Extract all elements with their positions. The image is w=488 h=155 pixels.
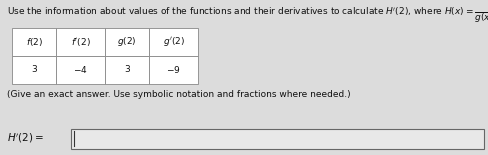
Text: $g^{\prime}(2)$: $g^{\prime}(2)$ xyxy=(162,35,184,48)
Bar xyxy=(71,129,483,149)
Bar xyxy=(149,28,198,56)
Text: (Give an exact answer. Use symbolic notation and fractions where needed.): (Give an exact answer. Use symbolic nota… xyxy=(7,90,350,99)
Bar xyxy=(12,28,56,56)
Text: $-9$: $-9$ xyxy=(166,64,181,75)
Text: 3: 3 xyxy=(31,65,37,74)
Bar xyxy=(56,56,105,84)
Bar xyxy=(105,28,149,56)
Bar xyxy=(56,28,105,56)
Text: $f(2)$: $f(2)$ xyxy=(25,36,43,48)
Text: $H^{\prime}(2) = $: $H^{\prime}(2) = $ xyxy=(7,132,44,145)
Bar xyxy=(12,56,56,84)
Text: Use the information about values of the functions and their derivatives to calcu: Use the information about values of the … xyxy=(7,5,488,25)
Text: 3: 3 xyxy=(124,65,130,74)
Text: $-4$: $-4$ xyxy=(73,64,88,75)
Bar xyxy=(149,56,198,84)
Text: $f^{\prime}(2)$: $f^{\prime}(2)$ xyxy=(71,36,90,48)
Text: $g(2)$: $g(2)$ xyxy=(117,35,137,48)
Bar xyxy=(105,56,149,84)
